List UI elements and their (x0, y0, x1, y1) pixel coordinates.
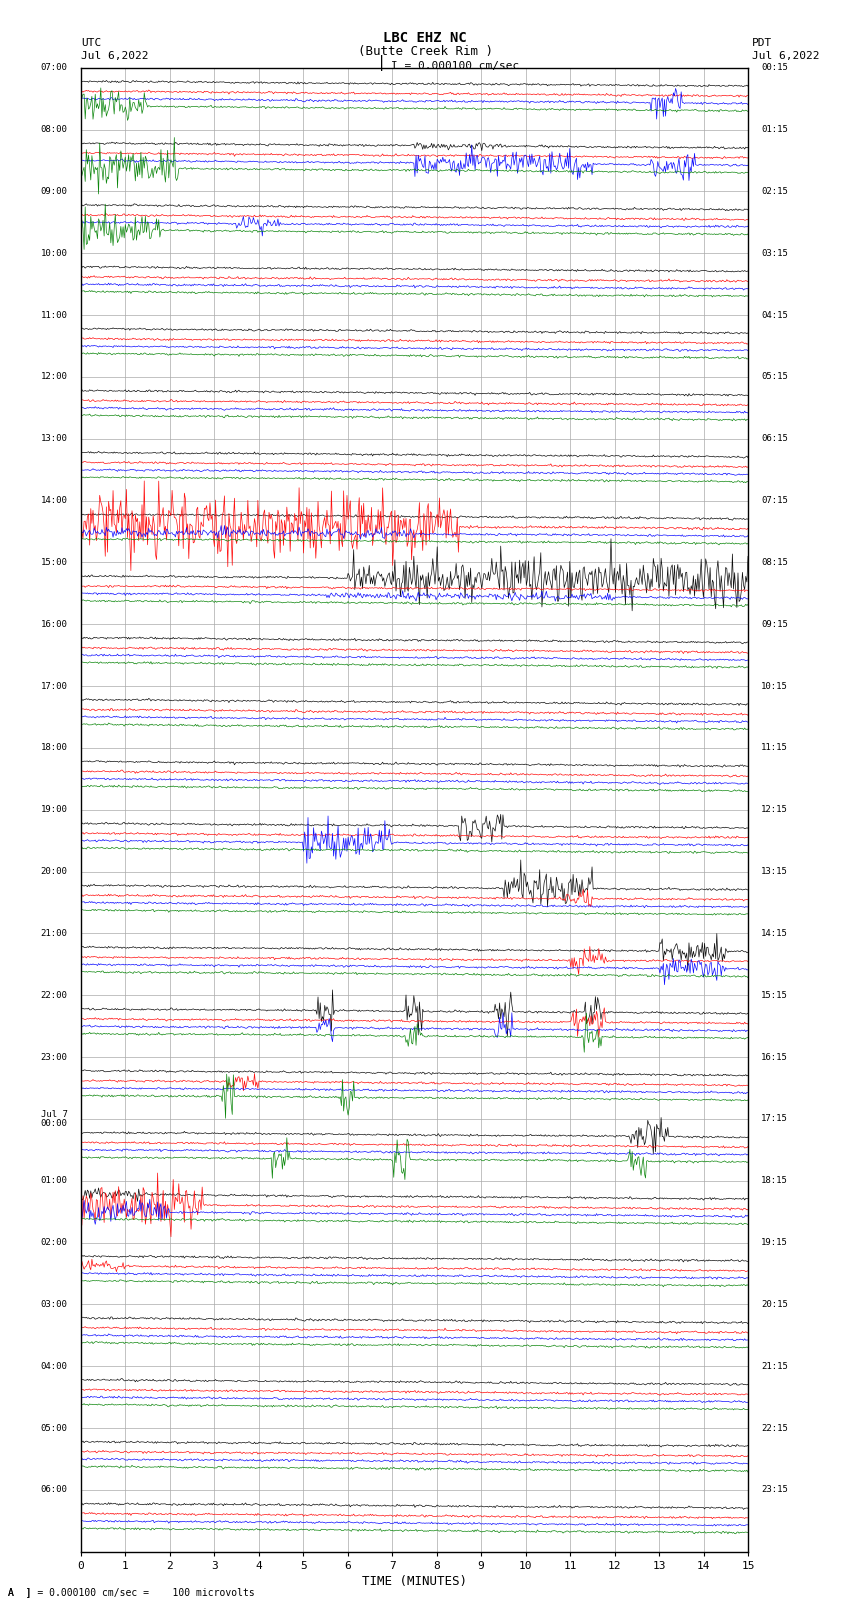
Text: 15:15: 15:15 (762, 990, 788, 1000)
Text: Jul 6,2022: Jul 6,2022 (81, 52, 148, 61)
Text: 15:00: 15:00 (41, 558, 67, 566)
Text: 22:00: 22:00 (41, 990, 67, 1000)
Text: Jul 7: Jul 7 (41, 1110, 67, 1119)
Text: 06:00: 06:00 (41, 1486, 67, 1494)
Text: 12:00: 12:00 (41, 373, 67, 381)
Text: Jul 6,2022: Jul 6,2022 (752, 52, 819, 61)
Text: 23:00: 23:00 (41, 1053, 67, 1061)
Text: A  ]: A ] (8, 1587, 32, 1597)
Text: 14:15: 14:15 (762, 929, 788, 937)
Text: 20:15: 20:15 (762, 1300, 788, 1308)
Text: 12:15: 12:15 (762, 805, 788, 815)
Text: 10:00: 10:00 (41, 248, 67, 258)
Text: 04:00: 04:00 (41, 1361, 67, 1371)
Text: 00:15: 00:15 (762, 63, 788, 73)
Text: 09:15: 09:15 (762, 619, 788, 629)
Text: 05:00: 05:00 (41, 1424, 67, 1432)
Text: 22:15: 22:15 (762, 1424, 788, 1432)
Text: 16:15: 16:15 (762, 1053, 788, 1061)
Text: 02:15: 02:15 (762, 187, 788, 195)
Text: 19:00: 19:00 (41, 805, 67, 815)
Text: 16:00: 16:00 (41, 619, 67, 629)
Text: 11:00: 11:00 (41, 311, 67, 319)
Text: 20:00: 20:00 (41, 868, 67, 876)
Text: 04:15: 04:15 (762, 311, 788, 319)
Text: 21:00: 21:00 (41, 929, 67, 937)
Text: 03:00: 03:00 (41, 1300, 67, 1308)
Text: 23:15: 23:15 (762, 1486, 788, 1494)
Text: 00:00: 00:00 (41, 1119, 67, 1127)
X-axis label: TIME (MINUTES): TIME (MINUTES) (362, 1574, 467, 1587)
Text: 17:00: 17:00 (41, 682, 67, 690)
Text: |: | (377, 55, 387, 71)
Text: I = 0.000100 cm/sec: I = 0.000100 cm/sec (391, 61, 519, 71)
Text: 07:15: 07:15 (762, 497, 788, 505)
Text: 13:00: 13:00 (41, 434, 67, 444)
Text: 07:00: 07:00 (41, 63, 67, 73)
Text: 05:15: 05:15 (762, 373, 788, 381)
Text: 03:15: 03:15 (762, 248, 788, 258)
Text: 09:00: 09:00 (41, 187, 67, 195)
Text: 18:00: 18:00 (41, 744, 67, 752)
Text: 08:15: 08:15 (762, 558, 788, 566)
Text: 17:15: 17:15 (762, 1115, 788, 1123)
Text: A  ] = 0.000100 cm/sec =    100 microvolts: A ] = 0.000100 cm/sec = 100 microvolts (8, 1587, 255, 1597)
Text: LBC EHZ NC: LBC EHZ NC (383, 31, 467, 45)
Text: PDT: PDT (752, 39, 773, 48)
Text: 14:00: 14:00 (41, 497, 67, 505)
Text: UTC: UTC (81, 39, 101, 48)
Text: 06:15: 06:15 (762, 434, 788, 444)
Text: 08:00: 08:00 (41, 126, 67, 134)
Text: 10:15: 10:15 (762, 682, 788, 690)
Text: 01:15: 01:15 (762, 126, 788, 134)
Text: 11:15: 11:15 (762, 744, 788, 752)
Text: 13:15: 13:15 (762, 868, 788, 876)
Text: (Butte Creek Rim ): (Butte Creek Rim ) (358, 45, 492, 58)
Text: 02:00: 02:00 (41, 1239, 67, 1247)
Text: 19:15: 19:15 (762, 1239, 788, 1247)
Text: 21:15: 21:15 (762, 1361, 788, 1371)
Text: 01:00: 01:00 (41, 1176, 67, 1186)
Text: 18:15: 18:15 (762, 1176, 788, 1186)
